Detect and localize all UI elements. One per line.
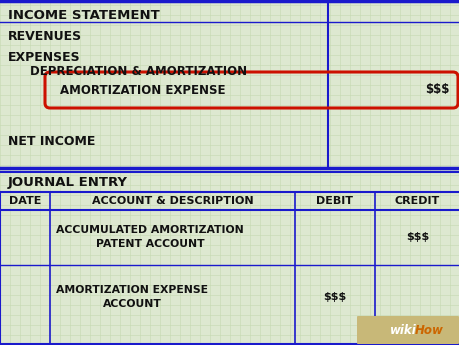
- Text: wiki: wiki: [389, 324, 416, 336]
- Text: ACCOUNT & DESCRIPTION: ACCOUNT & DESCRIPTION: [91, 196, 253, 206]
- Text: NET INCOME: NET INCOME: [8, 135, 95, 148]
- Text: REVENUES: REVENUES: [8, 30, 82, 43]
- Text: DEBIT: DEBIT: [316, 196, 353, 206]
- Text: AMORTIZATION EXPENSE
ACCOUNT: AMORTIZATION EXPENSE ACCOUNT: [56, 285, 207, 308]
- Text: CREDIT: CREDIT: [394, 196, 439, 206]
- Text: $$$: $$$: [405, 232, 428, 242]
- Text: ACCUMULATED AMORTIZATION
PATENT ACCOUNT: ACCUMULATED AMORTIZATION PATENT ACCOUNT: [56, 225, 243, 249]
- Text: AMORTIZATION EXPENSE: AMORTIZATION EXPENSE: [60, 83, 225, 97]
- Text: DEPRECIATION & AMORTIZATION: DEPRECIATION & AMORTIZATION: [30, 65, 246, 78]
- Text: INCOME STATEMENT: INCOME STATEMENT: [8, 9, 159, 22]
- Text: EXPENSES: EXPENSES: [8, 51, 80, 64]
- Text: DATE: DATE: [9, 196, 41, 206]
- Text: How: How: [414, 324, 443, 336]
- FancyBboxPatch shape: [356, 316, 458, 344]
- Text: $$$: $$$: [323, 292, 346, 302]
- Text: $$$: $$$: [425, 83, 449, 97]
- Text: JOURNAL ENTRY: JOURNAL ENTRY: [8, 176, 128, 189]
